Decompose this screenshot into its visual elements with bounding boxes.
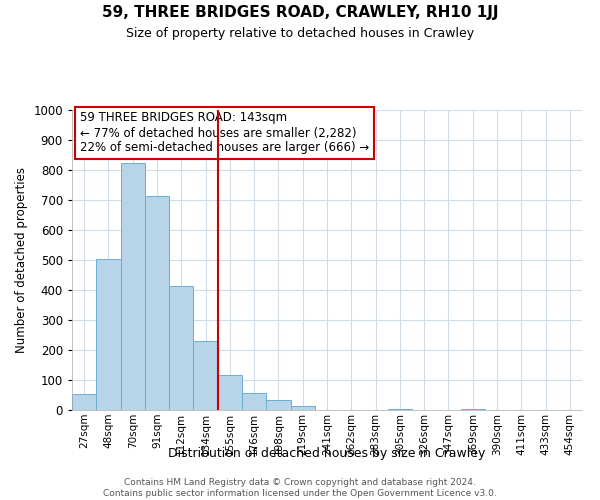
Bar — [290, 406, 315, 410]
Bar — [72, 394, 96, 410]
Text: 59, THREE BRIDGES ROAD, CRAWLEY, RH10 1JJ: 59, THREE BRIDGES ROAD, CRAWLEY, RH10 1J… — [102, 5, 498, 20]
Y-axis label: Number of detached properties: Number of detached properties — [15, 167, 28, 353]
Text: Contains HM Land Registry data © Crown copyright and database right 2024.
Contai: Contains HM Land Registry data © Crown c… — [103, 478, 497, 498]
Text: Distribution of detached houses by size in Crawley: Distribution of detached houses by size … — [169, 448, 485, 460]
Bar — [218, 374, 242, 410]
Bar — [388, 408, 412, 410]
Bar — [169, 286, 193, 410]
Bar — [193, 341, 218, 410]
Bar — [242, 393, 266, 410]
Bar — [145, 196, 169, 410]
Bar — [96, 258, 121, 410]
Bar — [121, 162, 145, 410]
Bar — [461, 409, 485, 410]
Text: 59 THREE BRIDGES ROAD: 143sqm
← 77% of detached houses are smaller (2,282)
22% o: 59 THREE BRIDGES ROAD: 143sqm ← 77% of d… — [80, 112, 369, 154]
Text: Size of property relative to detached houses in Crawley: Size of property relative to detached ho… — [126, 28, 474, 40]
Bar — [266, 400, 290, 410]
